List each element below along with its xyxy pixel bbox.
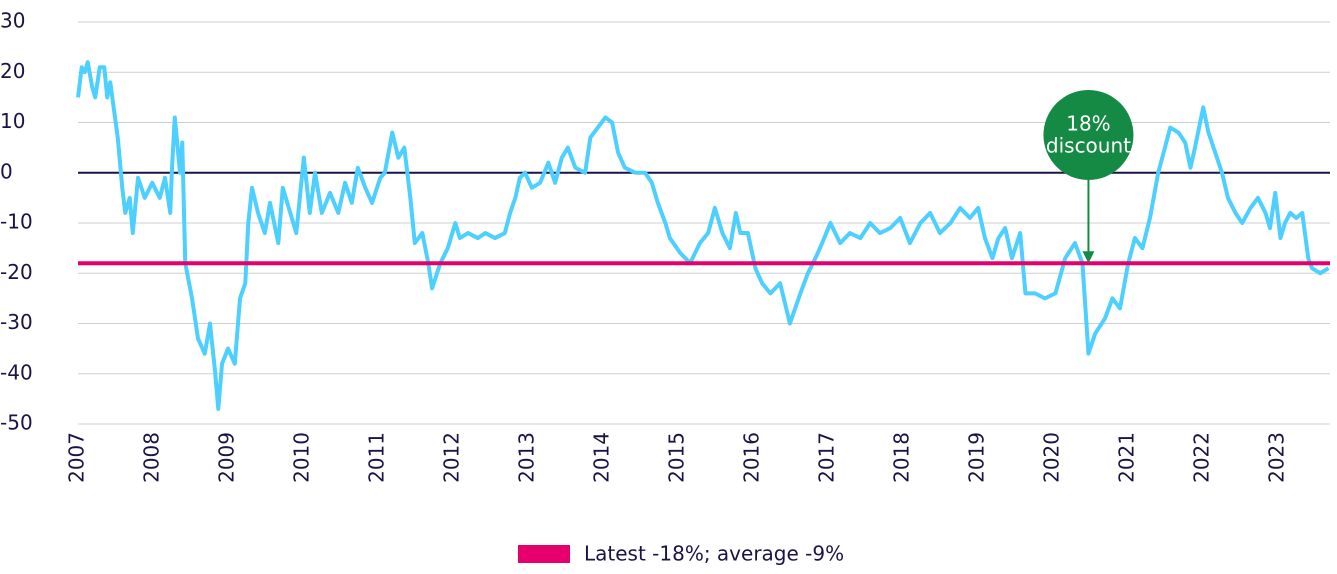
x-tick-label: 2016 — [740, 432, 764, 483]
x-tick-label: 2020 — [1040, 432, 1064, 483]
x-tick-label: 2021 — [1115, 432, 1139, 483]
x-tick-label: 2013 — [515, 432, 539, 483]
annotation-arrowhead — [1082, 251, 1095, 264]
y-tick-label: -40 — [0, 360, 33, 384]
x-tick-label: 2015 — [665, 432, 689, 483]
y-tick-label: 10 — [0, 109, 25, 133]
y-tick-label: -20 — [0, 260, 33, 284]
data-line — [76, 60, 1330, 411]
y-tick-label: -10 — [0, 210, 33, 234]
y-tick-label: -50 — [0, 411, 33, 435]
x-tick-label: 2018 — [890, 432, 914, 483]
annotation-bubble — [1043, 90, 1134, 180]
x-tick-label: 2023 — [1265, 432, 1289, 483]
x-tick-label: 2007 — [65, 432, 89, 483]
x-tick-label: 2010 — [290, 432, 314, 483]
x-tick-label: 2008 — [140, 432, 164, 483]
x-tick-label: 2012 — [440, 432, 464, 483]
y-tick-label: 20 — [0, 59, 25, 83]
annotation-text: 18% — [1066, 112, 1110, 136]
y-tick-label: 0 — [0, 159, 13, 183]
annotation-text: discount — [1046, 134, 1131, 158]
x-tick-label: 2022 — [1190, 432, 1214, 483]
x-tick-label: 2019 — [965, 432, 989, 483]
x-tick-label: 2014 — [590, 432, 614, 483]
y-tick-label: -30 — [0, 310, 33, 334]
x-tick-label: 2009 — [215, 432, 239, 483]
y-tick-label: 30 — [0, 9, 25, 33]
legend-label: Latest -18%; average -9% — [584, 542, 844, 566]
legend-swatch — [518, 545, 570, 563]
x-tick-label: 2017 — [815, 432, 839, 483]
x-tick-label: 2011 — [365, 432, 389, 483]
